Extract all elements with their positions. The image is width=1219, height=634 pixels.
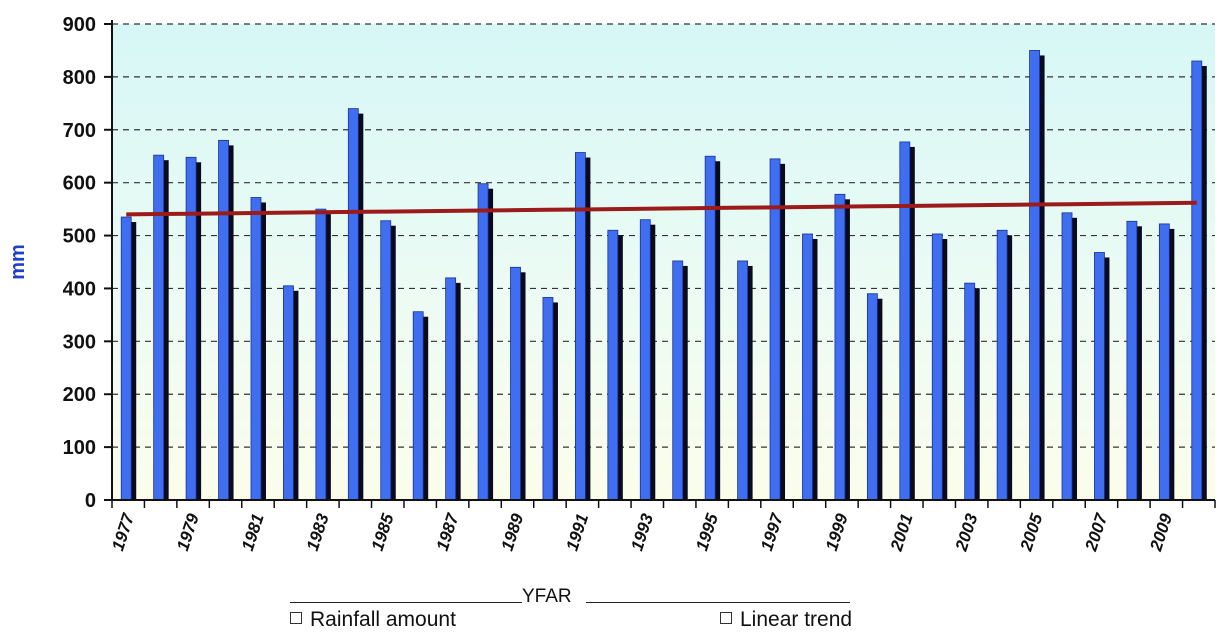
x-tick-labels: 1977 1979 1981 1983 1985 1987 1989 1991 1993 1995… [108,510,1176,554]
bar [866,293,878,501]
x-tick-label: 1995 [692,511,722,553]
bar [574,152,586,501]
bar [477,183,489,501]
legend-label-trend: Linear trend [740,608,853,631]
y-tick-label: 0 [85,490,96,512]
bar [153,154,165,501]
y-axis-label: mm [7,244,29,280]
legend-swatch-trend [720,612,732,624]
x-tick-label: 1981 [238,511,268,553]
legend-item-rainfall: Rainfall amount [290,608,456,632]
bar [672,260,684,501]
bar [931,233,943,501]
bar [996,229,1008,501]
bar [542,297,554,501]
x-tick-label: 1979 [173,511,203,553]
bar [737,260,749,501]
x-axis-label-row: YFAR [290,586,890,610]
bar [283,285,294,501]
x-tick-label: 2003 [951,511,981,554]
y-tick-label: 200 [63,384,96,406]
y-tick-label: 300 [63,331,96,353]
x-tick-label: 1983 [303,511,333,553]
x-tick-label: 1987 [433,510,463,553]
trend-line [126,200,1197,217]
bar [445,277,457,501]
legend-swatch-rainfall [290,612,302,624]
y-tick-label: 100 [63,437,96,459]
bar [1094,252,1105,501]
bar [412,311,424,501]
legend-label-rainfall: Rainfall amount [310,608,456,631]
x-label-rule-right [585,590,850,604]
y-tick-labels: 0 100 200 300 400 500 600 700 800 900 [63,14,96,512]
x-tick-label: 2009 [1146,511,1176,554]
y-tick-label: 500 [63,226,96,248]
bar [120,216,132,501]
y-tick-label: 600 [63,173,96,195]
x-label-rule-left [290,590,522,604]
bar [218,139,229,501]
axes [104,20,1216,508]
bar [1029,50,1040,501]
bar [899,141,911,501]
x-tick-label: 1977 [108,510,138,553]
bar [834,193,846,501]
x-tick-label: 2001 [887,511,917,554]
y-tick-label: 700 [63,120,96,142]
x-tick-label: 1999 [822,511,852,553]
bar [250,197,262,501]
x-tick-label: 1989 [498,511,528,553]
bar [510,266,521,501]
bar [347,108,359,501]
x-axis-label: YFAR [522,586,572,607]
x-tick-label: 2007 [1081,510,1112,554]
bar [1061,212,1073,501]
plot-area [112,24,1215,500]
y-tick-label: 400 [63,278,96,300]
bar [639,219,651,501]
x-tick-label: 1985 [368,511,398,553]
x-tick-label: 1993 [627,511,657,553]
bar [380,220,392,501]
y-tick-label: 900 [63,14,96,36]
y-tick-label: 800 [63,67,96,89]
legend-item-trend: Linear trend [720,608,852,632]
gridlines [112,23,1215,448]
x-tick-label: 2005 [1016,511,1046,554]
bar [607,229,619,501]
x-tick-label: 1991 [562,511,592,553]
bar [185,156,197,501]
bar [315,208,327,501]
bar [964,282,976,501]
x-tick-label: 1997 [757,510,787,553]
bar [1158,223,1170,501]
bar [769,158,781,501]
bar [802,233,813,501]
bar [1126,220,1138,501]
bar [1191,60,1203,501]
